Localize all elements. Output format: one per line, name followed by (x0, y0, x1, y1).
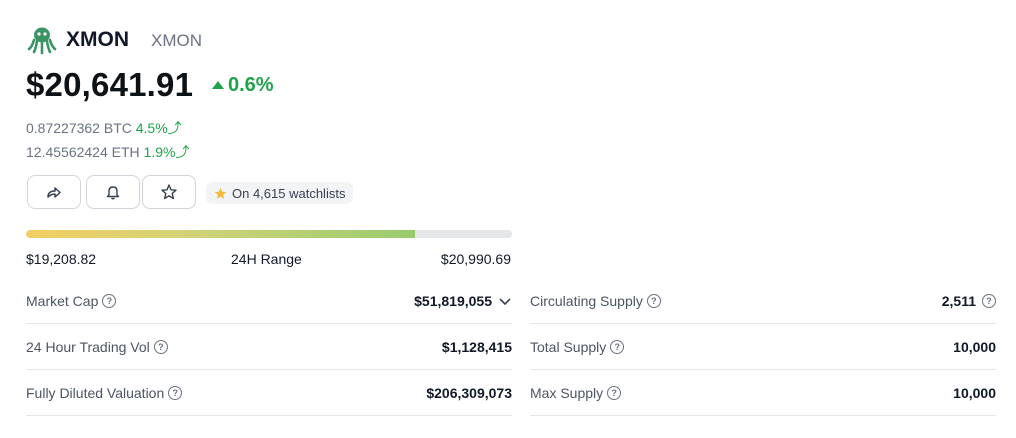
arrow-up-icon: ⤴ (175, 144, 190, 160)
btc-value: 0.87227362 BTC (26, 120, 132, 136)
btc-conversion: 0.87227362 BTC 4.5%⤴ (26, 118, 182, 138)
star-filled-icon (214, 187, 227, 199)
range-bar-fill (26, 230, 415, 238)
eth-value: 12.45562424 ETH (26, 144, 140, 160)
stat-row-trading-vol: 24 Hour Trading Vol ? $1,128,415 (26, 324, 512, 370)
circulating-supply-value: 2,511 (941, 292, 976, 309)
stat-label: Fully Diluted Valuation ? (26, 384, 183, 401)
stats-right: Circulating Supply ? 2,511 ? Total Suppl… (530, 278, 996, 416)
price-value: $20,641.91 (26, 66, 194, 103)
total-supply-label: Total Supply (530, 338, 607, 355)
stat-label: Total Supply ? (530, 338, 625, 355)
watchlist-count-badge: On 4,615 watchlists (206, 182, 354, 204)
stat-row-fdv: Fully Diluted Valuation ? $206,309,073 (26, 370, 512, 416)
stat-value: $51,819,055 (414, 293, 512, 309)
market-cap-value: $51,819,055 (414, 292, 492, 309)
chevron-down-icon[interactable] (498, 294, 512, 308)
range-bar (26, 230, 512, 238)
range-low: $19,208.82 (26, 251, 97, 267)
star-icon (161, 184, 177, 200)
add-watchlist-button[interactable] (142, 175, 196, 209)
stat-label: Max Supply ? (530, 384, 622, 401)
fdv-value: $206,309,073 (426, 384, 512, 401)
info-icon[interactable]: ? (607, 385, 622, 400)
info-icon[interactable]: ? (168, 385, 183, 400)
stat-row-total-supply: Total Supply ? 10,000 (530, 324, 996, 370)
coin-symbol: XMON (151, 31, 202, 50)
price-change-value: 0.6% (228, 74, 274, 96)
market-cap-label: Market Cap (26, 292, 99, 309)
info-icon[interactable]: ? (646, 293, 661, 308)
max-supply-value: 10,000 (953, 384, 996, 401)
bell-icon (106, 186, 120, 200)
info-icon[interactable]: ? (982, 293, 996, 308)
range-label: 24H Range (231, 251, 302, 267)
caret-up-icon (212, 80, 224, 89)
range-high: $20,990.69 (440, 251, 511, 267)
stat-label: 24 Hour Trading Vol ? (26, 339, 168, 355)
share-button[interactable] (27, 175, 81, 209)
circulating-supply-label: Circulating Supply (530, 292, 643, 309)
info-icon[interactable]: ? (102, 293, 117, 308)
watchlist-count-text: On 4,615 watchlists (232, 185, 346, 201)
stat-label: Circulating Supply ? (530, 293, 661, 309)
eth-change: 1.9% (143, 144, 176, 160)
trading-vol-label: 24 Hour Trading Vol (26, 338, 150, 355)
stat-label: Market Cap ? (26, 292, 117, 309)
coin-name: XMON (66, 28, 129, 51)
arrow-up-icon: ⤴ (167, 120, 182, 136)
coin-logo (27, 25, 57, 55)
share-icon (47, 187, 61, 198)
stat-row-circulating-supply: Circulating Supply ? 2,511 ? (530, 278, 996, 324)
stats-left: Market Cap ? $51,819,055 24 Hour Trading… (26, 278, 512, 416)
price-change: 0.6% (212, 74, 274, 97)
info-icon[interactable]: ? (153, 339, 168, 354)
trading-vol-value: $1,128,415 (441, 338, 512, 355)
btc-change: 4.5% (135, 120, 168, 136)
total-supply-value: 10,000 (953, 338, 996, 355)
stat-value: 2,511 ? (942, 293, 996, 309)
info-icon[interactable]: ? (610, 339, 625, 354)
price-alert-button[interactable] (86, 175, 140, 209)
eth-conversion: 12.45562424 ETH 1.9%⤴ (26, 142, 189, 162)
fdv-label: Fully Diluted Valuation (26, 384, 165, 401)
stat-row-market-cap: Market Cap ? $51,819,055 (26, 278, 512, 324)
stat-row-max-supply: Max Supply ? 10,000 (530, 370, 996, 416)
max-supply-label: Max Supply (530, 384, 604, 401)
